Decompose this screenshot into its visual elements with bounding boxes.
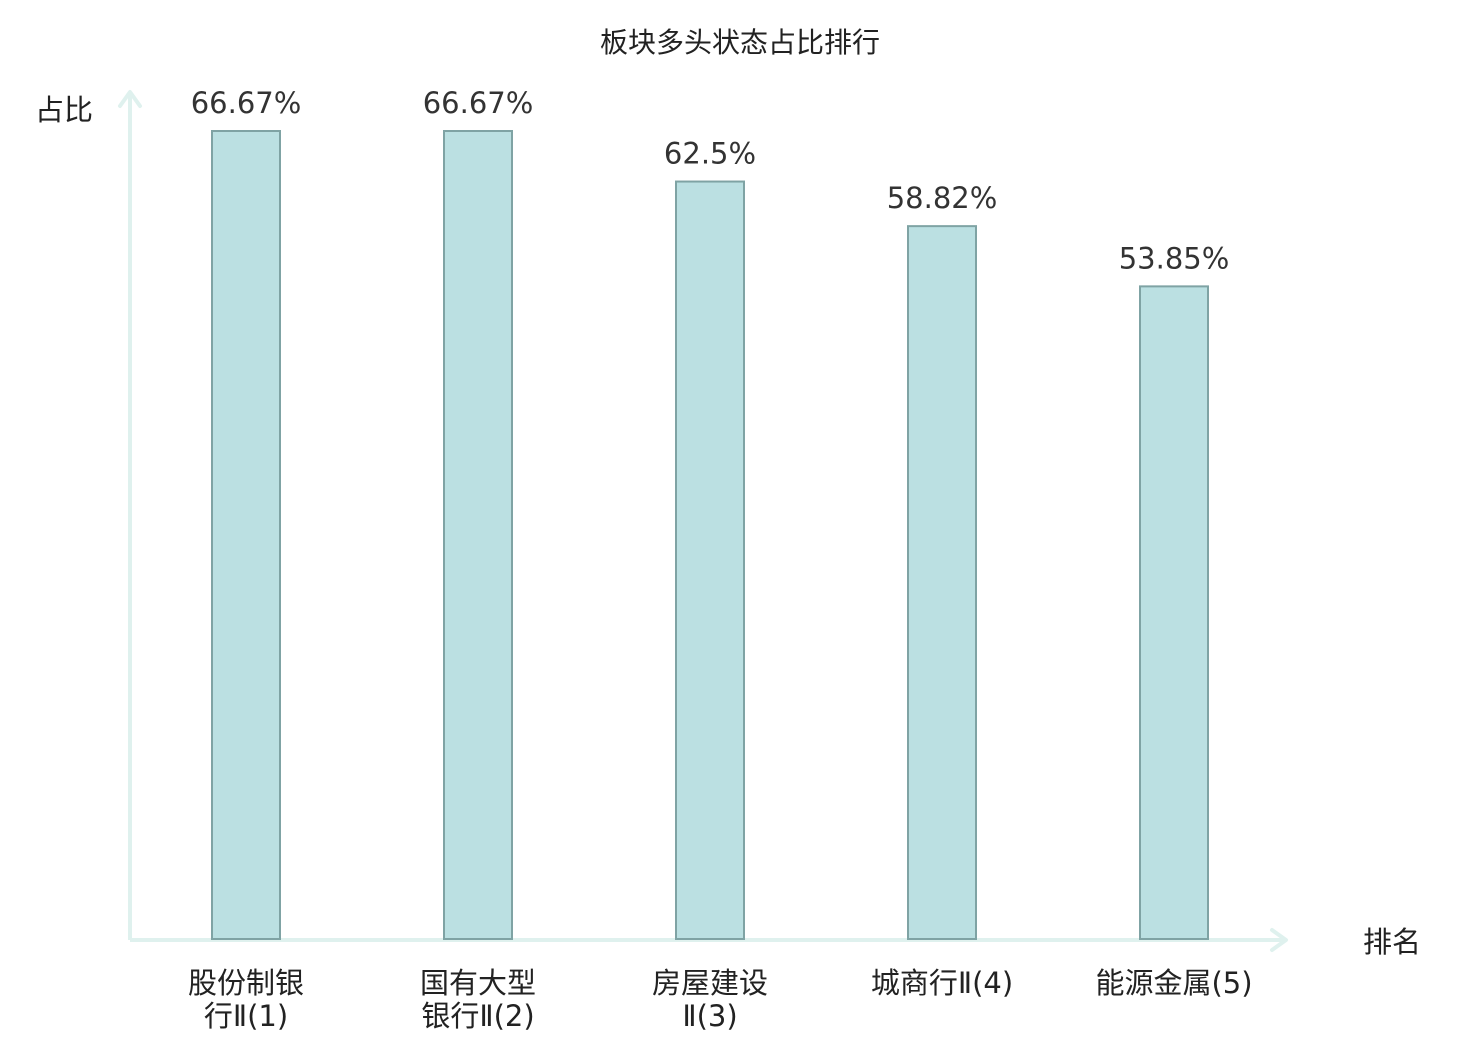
bar — [907, 225, 977, 940]
x-tick-label: 房屋建设 Ⅱ(3) — [652, 966, 768, 1033]
bar-value-label: 66.67% — [423, 86, 534, 120]
x-axis: 排名 — [130, 925, 1421, 959]
x-tick-label: 国有大型银行Ⅱ(2) — [420, 966, 536, 1033]
x-tick-label: 能源金属(5) — [1095, 966, 1252, 1000]
y-axis: 占比 — [35, 90, 142, 940]
y-axis-arrow-icon — [118, 90, 142, 108]
bar-value-label: 58.82% — [887, 181, 998, 215]
x-tick-label: 股份制银行Ⅱ(1) — [188, 966, 304, 1033]
bar — [675, 180, 745, 940]
x-axis-arrow-icon — [1270, 928, 1288, 952]
chart-title: 板块多头状态占比排行 — [600, 26, 880, 59]
bar-value-label: 66.67% — [191, 86, 302, 120]
bars-group: 66.67% 股份制银行Ⅱ(1) 66.67% 国有大型银行Ⅱ(2) 62.5% 房屋建设… — [188, 86, 1253, 1033]
y-axis-label: 占比 — [35, 93, 93, 127]
bar — [211, 130, 281, 940]
bar — [443, 130, 513, 940]
bar-value-label: 62.5% — [664, 137, 756, 171]
bar-value-label: 53.85% — [1119, 241, 1230, 275]
x-axis-label: 排名 — [1363, 925, 1421, 959]
x-tick-label: 城商行Ⅱ(4) — [871, 966, 1013, 1000]
bar — [1139, 285, 1209, 941]
